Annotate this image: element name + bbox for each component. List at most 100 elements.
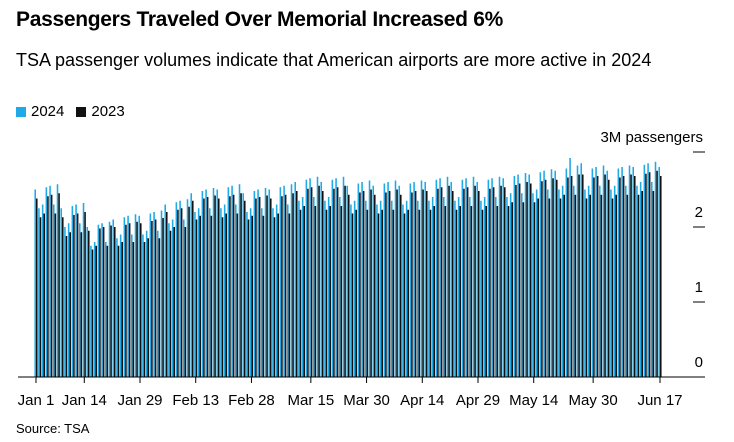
bar [221,217,224,377]
bar [645,173,647,377]
bar [362,191,365,377]
bar [136,221,138,377]
bar [90,245,92,377]
bar [439,178,441,377]
bar [203,198,205,377]
bar [264,188,267,377]
bar [54,213,57,377]
x-tick-label: Mar 15 [288,392,335,409]
bar [403,213,406,377]
bar [184,227,187,377]
bar [465,178,467,377]
bar [255,198,257,377]
bar [199,215,201,377]
bar [466,187,469,377]
bar [310,187,313,377]
bar [376,204,378,377]
bar [318,185,320,377]
bar [647,163,649,377]
bar [357,183,360,377]
bar [487,179,490,377]
bar [615,194,617,377]
bar [58,193,60,377]
bar [188,206,190,377]
bar [80,232,83,377]
bar [547,189,549,377]
bar [339,197,341,377]
bar [261,208,263,377]
bar [388,191,391,377]
bar [377,213,380,377]
bar [558,189,560,377]
bar [157,230,159,377]
bar [637,194,640,377]
bar [483,197,486,377]
bar [379,200,382,377]
bar [381,209,383,377]
bar [49,185,51,377]
bar [114,227,116,377]
bar [108,221,111,377]
bar [429,209,432,377]
bar [496,206,499,377]
bar [570,176,573,377]
bar [177,209,179,377]
bar [636,185,638,377]
bar [495,197,497,377]
bar [610,189,612,377]
bar [84,212,86,377]
bar [169,230,172,377]
bar [39,217,42,377]
bar [428,200,430,377]
y-tick-label: 2 [695,204,703,221]
bar [316,176,319,377]
bar [283,185,285,377]
bar [101,223,103,377]
bar [209,208,211,377]
bar [573,185,575,377]
bar [279,187,282,377]
bar [247,219,250,377]
bar [121,242,123,377]
bar [353,200,356,377]
bar [194,212,196,377]
bar [79,223,81,377]
legend-swatch [16,106,26,117]
bar [517,174,519,377]
bar [140,223,142,377]
y-tick-label: 3M passengers [600,129,703,146]
bar [580,163,582,377]
y-tick-label: 1 [695,279,703,296]
bar [574,194,577,377]
bar [266,195,268,377]
bar [350,204,352,377]
bar [437,188,439,377]
bar [584,189,586,377]
bar [220,208,222,377]
bar [521,193,523,377]
bar [210,215,213,377]
bar [160,210,163,377]
bar [591,168,594,377]
bar [550,169,553,377]
bar [595,167,597,377]
x-tick-label: Mar 30 [343,392,390,409]
bar [287,204,289,377]
bar [440,187,443,377]
bar [149,213,152,377]
bar [138,215,140,377]
bar [492,187,495,377]
bar [333,188,335,377]
x-tick-label: Jun 17 [637,392,682,409]
bar [179,200,181,377]
x-tick-label: May 30 [569,392,618,409]
bar [409,183,412,377]
bar [554,170,556,377]
bar [284,194,287,377]
bar [64,227,66,377]
bar [400,194,402,377]
bar [214,195,216,377]
bar [314,206,317,377]
bar [231,185,233,377]
